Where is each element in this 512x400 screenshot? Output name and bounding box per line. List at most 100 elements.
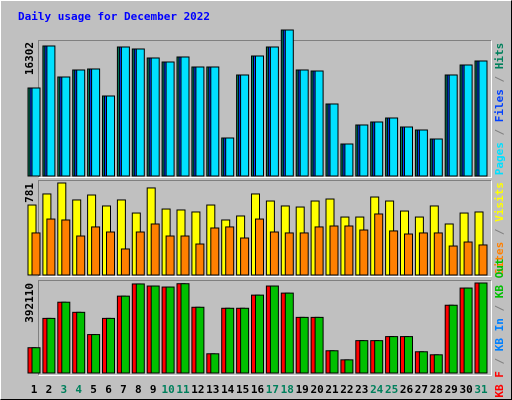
bar [91, 226, 101, 276]
bar [418, 351, 428, 374]
bar [448, 245, 458, 276]
bar [180, 56, 190, 177]
bar [46, 317, 56, 374]
bar [255, 55, 264, 177]
x-tick-label: 26 [400, 383, 414, 396]
legend: Sites / Visits [493, 182, 506, 275]
x-tick-label: 17 [266, 383, 279, 396]
bar [418, 232, 428, 276]
legend-entry: KB Out [493, 258, 506, 298]
x-tick-label: 4 [75, 383, 82, 396]
bar [165, 61, 175, 177]
x-tick-label: 6 [105, 383, 112, 396]
legend-entry: Visits [493, 182, 506, 222]
bar [195, 66, 205, 177]
bar [359, 124, 369, 177]
x-tick-label: 29 [445, 383, 458, 396]
bar [240, 74, 250, 177]
x-tick-label: 3 [60, 383, 67, 396]
bar [284, 232, 294, 276]
bar [448, 304, 458, 374]
legend-separator: / [493, 122, 506, 142]
bar [314, 70, 324, 177]
bar [404, 336, 413, 374]
legend: KB F / KB In / KB Out [493, 258, 506, 397]
bar [150, 223, 160, 276]
x-tick-label: 11 [176, 383, 190, 396]
bar [61, 219, 71, 276]
bar [299, 232, 309, 276]
legend-separator: / [493, 222, 506, 242]
bar [284, 292, 294, 374]
bar [120, 295, 130, 374]
bar [135, 231, 145, 276]
x-tick-label: 8 [135, 383, 142, 396]
bar [344, 225, 354, 276]
bar [165, 235, 175, 276]
bar [76, 69, 86, 177]
x-tick-label: 22 [340, 383, 353, 396]
bar [31, 347, 41, 374]
chart-title: Daily usage for December 2022 [18, 10, 210, 23]
legend-entry: KB F [493, 371, 506, 398]
bar [299, 316, 309, 374]
bar [374, 340, 384, 374]
bar [106, 317, 115, 374]
bar [374, 213, 384, 276]
legend-entry: KB In [493, 318, 506, 351]
legend-separator: / [493, 69, 506, 89]
bar [463, 241, 473, 276]
bar [359, 340, 369, 374]
bar [61, 301, 71, 374]
x-tick-label: 14 [221, 383, 235, 396]
bar [135, 283, 145, 374]
bar [46, 218, 56, 276]
legend-entry: Hits [493, 43, 506, 70]
panel-border-light [38, 280, 492, 376]
bar [210, 353, 220, 374]
bar [448, 74, 458, 177]
bar [180, 235, 190, 276]
bar [329, 350, 339, 374]
x-tick-label: 18 [281, 383, 294, 396]
x-tick-label: 13 [206, 383, 219, 396]
legend-entry: Pages [493, 142, 506, 175]
panel-border-light [38, 180, 492, 277]
bar [269, 231, 279, 276]
bar [195, 306, 205, 374]
bar [31, 232, 41, 276]
bar [433, 232, 443, 276]
x-tick-label: 31 [474, 383, 488, 396]
x-tick-label: 1 [31, 383, 38, 396]
bar [374, 121, 384, 177]
bar [255, 294, 264, 374]
x-tick-label: 30 [459, 383, 472, 396]
bar [314, 226, 324, 276]
x-tick-label: 20 [310, 383, 323, 396]
legend-entry: Files [493, 89, 506, 122]
panel-border-light [38, 40, 492, 178]
bar [120, 248, 130, 276]
bar [240, 307, 250, 374]
bar [210, 227, 220, 276]
legend-entry: Sites [493, 242, 506, 275]
bar [76, 311, 86, 374]
x-tick-label: 15 [236, 383, 249, 396]
bar [314, 316, 324, 374]
x-tick-label: 12 [191, 383, 204, 396]
legend: Pages / Files / Hits [493, 43, 506, 176]
x-tick-label: 10 [161, 383, 174, 396]
legend-separator: / [493, 298, 506, 318]
bar [344, 359, 354, 374]
bar [225, 307, 235, 374]
bar [225, 137, 235, 177]
x-tick-label: 16 [251, 383, 265, 396]
bar [433, 354, 443, 374]
bar [76, 235, 86, 276]
bar [106, 95, 115, 177]
bar [478, 60, 488, 177]
bar [91, 68, 101, 177]
bar [91, 334, 101, 374]
